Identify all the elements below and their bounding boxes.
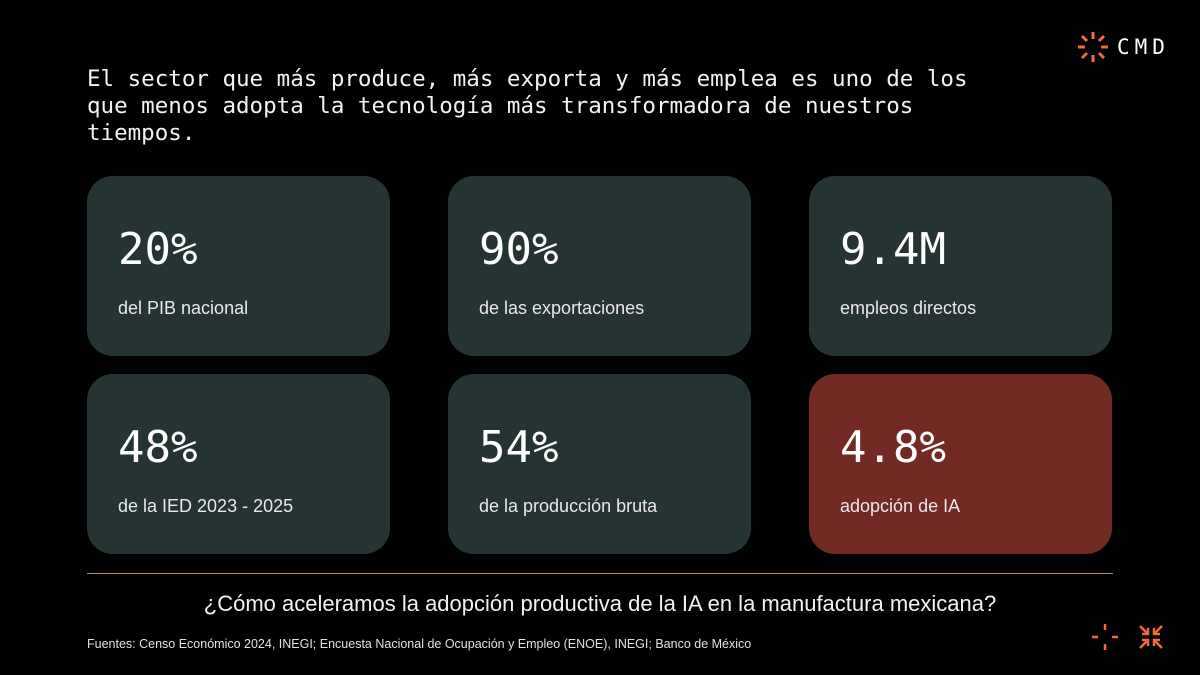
sources-footnote: Fuentes: Censo Económico 2024, INEGI; En… xyxy=(87,637,752,651)
stat-value: 4.8% xyxy=(840,422,946,473)
stat-label: adopción de IA xyxy=(840,496,961,516)
stat-value: 20% xyxy=(118,224,198,275)
stat-card-pib: 20% del PIB nacional xyxy=(87,176,390,356)
stat-value: 54% xyxy=(479,422,559,473)
converging-arrows-icon xyxy=(1139,625,1163,649)
corner-decorations xyxy=(1092,624,1164,650)
stat-value: 48% xyxy=(118,422,198,473)
sunburst-icon xyxy=(1078,32,1108,62)
stat-label: de las exportaciones xyxy=(479,298,645,318)
crosshair-icon xyxy=(1092,624,1118,650)
stat-label: de la IED 2023 - 2025 xyxy=(118,496,294,516)
stat-card-exports: 90% de las exportaciones xyxy=(448,176,751,356)
stat-value: 9.4M xyxy=(840,224,946,275)
stat-card-ai-adoption: 4.8% adopción de IA xyxy=(809,374,1112,554)
stat-card-jobs: 9.4M empleos directos xyxy=(809,176,1112,356)
stat-label: de la producción bruta xyxy=(479,496,658,516)
stat-card-ied: 48% de la IED 2023 - 2025 xyxy=(87,374,390,554)
stat-value: 90% xyxy=(479,224,559,275)
stat-label: empleos directos xyxy=(840,298,977,318)
stat-label: del PIB nacional xyxy=(118,298,249,318)
brand-logo: CMD xyxy=(1077,31,1170,63)
brand-name: CMD xyxy=(1117,35,1170,59)
closing-question: ¿Cómo aceleramos la adopción productiva … xyxy=(203,591,997,616)
divider xyxy=(87,573,1113,574)
headline: El sector que más produce, más exporta y… xyxy=(87,66,968,146)
stat-card-production: 54% de la producción bruta xyxy=(448,374,751,554)
